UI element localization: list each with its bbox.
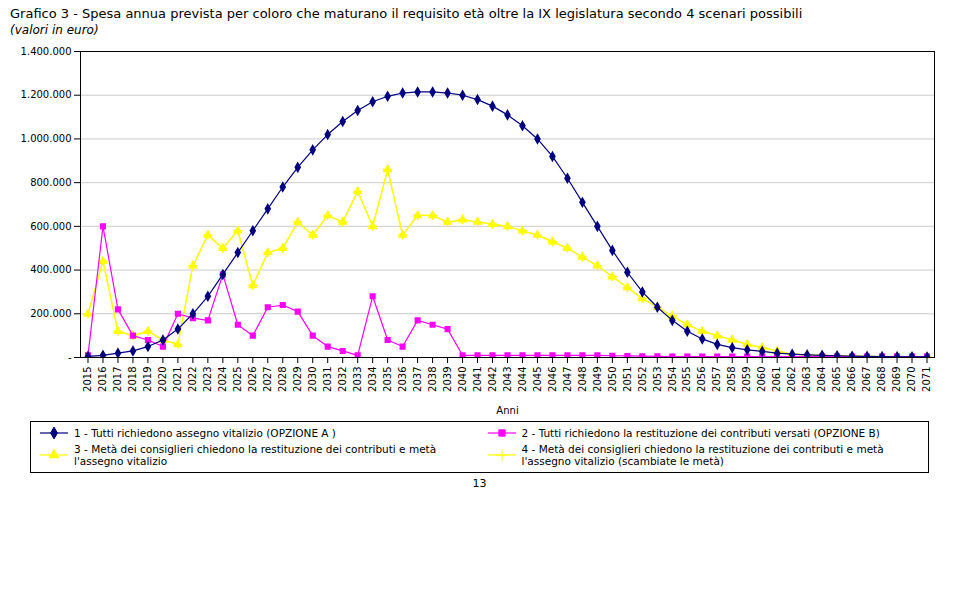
svg-text:2040: 2040 <box>457 367 468 392</box>
svg-text:2068: 2068 <box>876 367 887 392</box>
svg-text:2069: 2069 <box>891 367 902 392</box>
html-text:13: 13 <box>472 477 487 490</box>
html-text:1 - Tutti richiedono assegno v: 1 - Tutti richiedono assegno vitalizio (… <box>74 427 336 439</box>
svg-text:2048: 2048 <box>577 367 588 392</box>
svg-text:2049: 2049 <box>592 367 603 392</box>
svg-text:2037: 2037 <box>412 367 423 392</box>
svg-text:2061: 2061 <box>771 367 782 392</box>
html-text:4 - Metà dei consiglieri chied: 4 - Metà dei consiglieri chiedono la res… <box>521 443 884 467</box>
svg-text:1.400.000: 1.400.000 <box>21 46 72 57</box>
svg-text:2029: 2029 <box>292 367 303 392</box>
svg-text:2063: 2063 <box>801 367 812 392</box>
svg-text:1.200.000: 1.200.000 <box>21 89 72 100</box>
svg-text:2019: 2019 <box>142 367 153 392</box>
svg-text:2033: 2033 <box>352 367 363 392</box>
svg-text:2036: 2036 <box>397 367 408 392</box>
html-text:Grafico 3 - Spesa annua previs: Grafico 3 - Spesa annua prevista per col… <box>10 6 803 21</box>
svg-text:2070: 2070 <box>906 367 917 392</box>
svg-text:2047: 2047 <box>562 367 573 392</box>
svg-text:2054: 2054 <box>667 367 678 392</box>
svg-text:2042: 2042 <box>487 367 498 392</box>
html-text:2 - Tutti richiedono la restit: 2 - Tutti richiedono la restituzione dei… <box>521 427 880 439</box>
svg-text:2035: 2035 <box>382 367 393 392</box>
svg-text:2060: 2060 <box>756 367 767 392</box>
svg-text:2016: 2016 <box>97 367 108 392</box>
svg-text:2064: 2064 <box>816 367 827 392</box>
svg-text:2051: 2051 <box>622 367 633 392</box>
svg-text:2031: 2031 <box>322 367 333 392</box>
svg-text:200.000: 200.000 <box>30 308 71 319</box>
svg-text:2041: 2041 <box>472 367 483 392</box>
html-text:(valori in euro): (valori in euro) <box>10 23 99 37</box>
svg-text:2015: 2015 <box>82 367 93 392</box>
svg-text:2057: 2057 <box>711 367 722 392</box>
svg-text:2039: 2039 <box>442 367 453 392</box>
svg-text:2045: 2045 <box>532 367 543 392</box>
svg-text:2067: 2067 <box>861 367 872 392</box>
svg-text:2018: 2018 <box>127 367 138 392</box>
svg-text:2058: 2058 <box>726 367 737 392</box>
svg-text:600.000: 600.000 <box>30 221 71 232</box>
svg-text:2021: 2021 <box>172 367 183 392</box>
svg-text:2059: 2059 <box>741 367 752 392</box>
svg-text:-: - <box>68 352 72 363</box>
svg-text:800.000: 800.000 <box>30 177 71 188</box>
svg-text:2055: 2055 <box>681 367 692 392</box>
svg-text:2027: 2027 <box>262 367 273 392</box>
svg-text:2052: 2052 <box>637 367 648 392</box>
svg-text:2025: 2025 <box>232 367 243 392</box>
svg-text:2044: 2044 <box>517 367 528 392</box>
svg-text:2020: 2020 <box>157 367 168 392</box>
html-text:3 - Metà dei consiglieri chied: 3 - Metà dei consiglieri chiedono la res… <box>74 443 437 467</box>
svg-text:2023: 2023 <box>202 367 213 392</box>
svg-text:2071: 2071 <box>921 367 932 392</box>
svg-text:2066: 2066 <box>846 367 857 392</box>
svg-text:Anni: Anni <box>496 405 518 416</box>
svg-text:2024: 2024 <box>217 367 228 392</box>
svg-text:2043: 2043 <box>502 367 513 392</box>
svg-text:2056: 2056 <box>696 367 707 392</box>
svg-text:2053: 2053 <box>652 367 663 392</box>
svg-text:400.000: 400.000 <box>30 264 71 275</box>
svg-text:2026: 2026 <box>247 367 258 392</box>
svg-text:2062: 2062 <box>786 367 797 392</box>
svg-text:2030: 2030 <box>307 367 318 392</box>
svg-text:2032: 2032 <box>337 367 348 392</box>
svg-text:2028: 2028 <box>277 367 288 392</box>
svg-text:2065: 2065 <box>831 367 842 392</box>
svg-text:2038: 2038 <box>427 367 438 392</box>
svg-text:2022: 2022 <box>187 367 198 392</box>
svg-text:2046: 2046 <box>547 367 558 392</box>
svg-text:2050: 2050 <box>607 367 618 392</box>
svg-text:2017: 2017 <box>112 367 123 392</box>
svg-text:1.000.000: 1.000.000 <box>21 133 72 144</box>
svg-text:2034: 2034 <box>367 367 378 392</box>
